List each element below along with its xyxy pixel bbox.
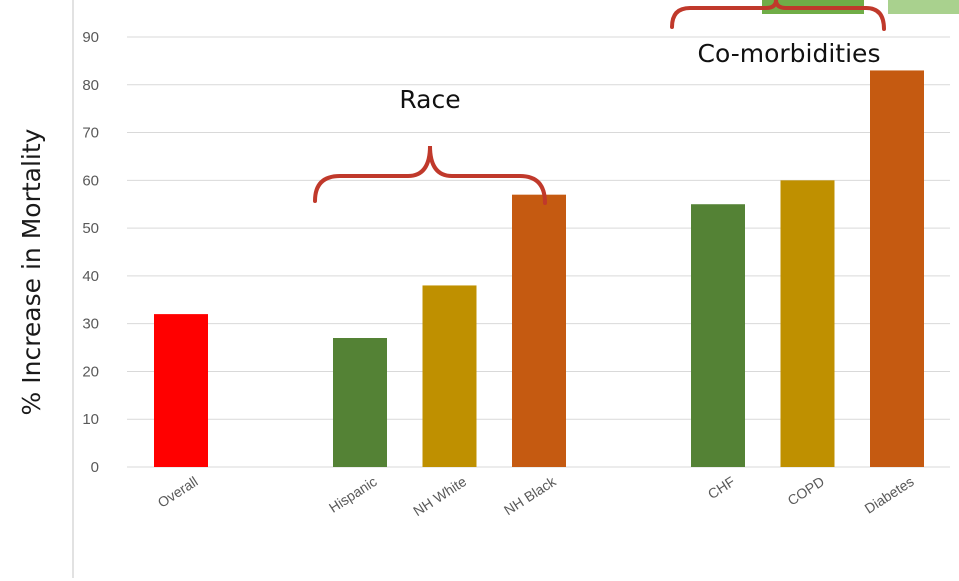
x-tick-label: Hispanic	[326, 473, 380, 516]
y-tick-label: 70	[82, 125, 99, 142]
comorbidities-label: Co-morbidities	[698, 39, 881, 68]
bar-hispanic	[333, 338, 387, 467]
y-tick-label: 30	[82, 316, 99, 333]
y-tick-label: 40	[82, 268, 99, 285]
x-tick-label: NH Black	[501, 473, 559, 519]
top-decoration-light-green	[888, 0, 959, 14]
y-tick-label: 50	[82, 220, 99, 237]
x-axis-ticks: Overall Hispanic NH White NH Black CHF COPD Di…	[155, 473, 917, 520]
race-brace	[313, 145, 547, 205]
y-tick-label: 20	[82, 363, 99, 380]
bar-diabetes	[870, 70, 924, 467]
x-tick-label: NH White	[410, 473, 469, 519]
y-tick-label: 90	[82, 29, 99, 46]
bars	[154, 70, 924, 468]
x-tick-label: COPD	[784, 473, 827, 508]
race-label: Race	[399, 85, 460, 114]
bar-nh-black	[512, 194, 566, 467]
y-axis-label: % Increase in Mortality	[17, 128, 46, 415]
bar-copd	[780, 180, 835, 468]
y-axis-ticks: 0 10 20 30 40 50 60 70 80 90	[82, 29, 99, 476]
x-tick-label: CHF	[705, 473, 738, 502]
bar-chf	[691, 204, 745, 467]
y-tick-label: 0	[91, 459, 99, 476]
bar-overall	[154, 314, 208, 467]
y-tick-label: 80	[82, 77, 99, 94]
y-tick-label: 10	[82, 411, 99, 428]
x-tick-label: Overall	[155, 473, 201, 511]
x-tick-label: Diabetes	[862, 473, 917, 517]
bar-nh-white	[422, 285, 477, 467]
comorbidities-brace	[670, 0, 886, 31]
y-tick-label: 60	[82, 172, 99, 189]
